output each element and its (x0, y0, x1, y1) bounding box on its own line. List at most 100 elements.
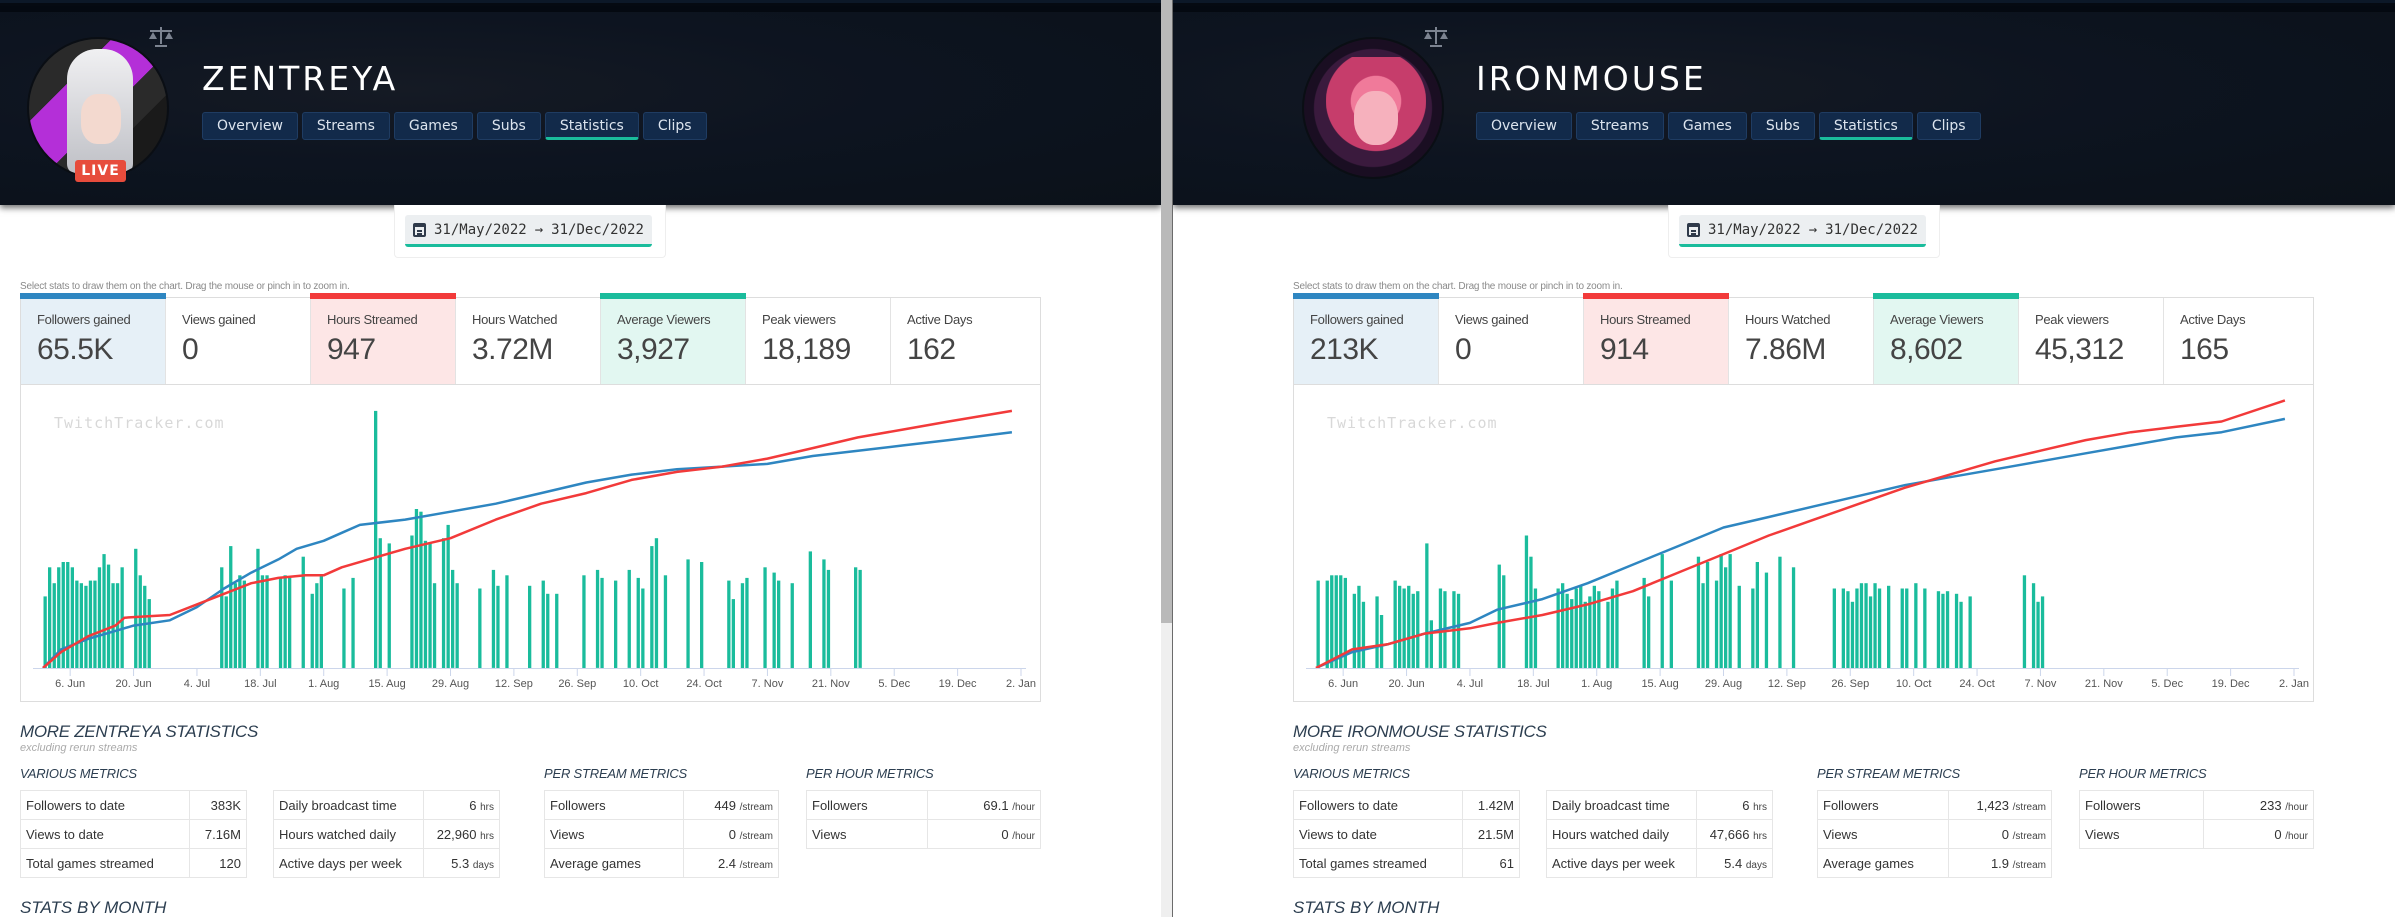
viewer-bar[interactable] (88, 580, 93, 669)
viewer-bar[interactable] (1352, 593, 1356, 668)
viewer-bar[interactable] (1330, 575, 1334, 669)
viewer-bar[interactable] (1610, 588, 1615, 669)
scale-icon[interactable] (1423, 26, 1449, 48)
viewer-bar[interactable] (614, 580, 618, 669)
viewer-bar[interactable] (414, 509, 419, 668)
viewer-bar[interactable] (1556, 588, 1560, 669)
viewer-bar[interactable] (143, 585, 147, 668)
viewer-bar[interactable] (319, 575, 323, 669)
stat-card-followers-gained[interactable]: Followers gained 65.5K (20, 293, 166, 384)
viewer-bar[interactable] (654, 538, 659, 668)
viewer-bar[interactable] (97, 567, 102, 668)
viewer-bar[interactable] (790, 583, 794, 668)
viewer-bar[interactable] (1719, 554, 1723, 669)
viewer-bar[interactable] (1923, 588, 1927, 669)
viewer-bar[interactable] (745, 577, 749, 668)
viewer-bar[interactable] (1343, 577, 1347, 668)
viewer-bar[interactable] (1438, 588, 1443, 669)
viewer-bar[interactable] (740, 583, 745, 668)
viewer-bar[interactable] (75, 580, 79, 669)
viewer-bar[interactable] (1877, 588, 1882, 669)
viewer-bar[interactable] (1456, 593, 1461, 668)
viewer-bar[interactable] (79, 583, 83, 668)
live-badge[interactable]: LIVE (75, 160, 126, 182)
viewer-bar[interactable] (1778, 556, 1782, 668)
viewer-bar[interactable] (455, 583, 459, 668)
viewer-bar[interactable] (1887, 585, 1891, 668)
viewer-bar[interactable] (595, 569, 600, 668)
viewer-bar[interactable] (342, 588, 346, 669)
stat-card-active-days[interactable]: Active Days 162 (891, 298, 1036, 384)
stat-card-views-gained[interactable]: Views gained 0 (166, 298, 311, 384)
viewer-bar[interactable] (1429, 620, 1433, 668)
viewer-bar[interactable] (374, 410, 378, 668)
viewer-bar[interactable] (229, 546, 233, 668)
viewer-bar[interactable] (1914, 583, 1918, 668)
viewer-bar[interactable] (1588, 596, 1592, 668)
viewer-bar[interactable] (84, 585, 88, 668)
viewer-bar[interactable] (731, 599, 735, 668)
viewer-bar[interactable] (1945, 591, 1950, 668)
viewer-bar[interactable] (686, 559, 690, 668)
viewer-bar[interactable] (636, 577, 640, 668)
viewer-bar[interactable] (1755, 562, 1759, 668)
viewer-bar[interactable] (1850, 601, 1855, 669)
tab-subs[interactable]: Subs (476, 112, 541, 140)
viewer-bar[interactable] (491, 569, 496, 668)
viewer-bar[interactable] (2031, 583, 2036, 668)
stat-card-followers-gained[interactable]: Followers gained 213K (1293, 293, 1439, 384)
viewer-bar[interactable] (1954, 593, 1959, 668)
viewer-bar[interactable] (1905, 588, 1909, 669)
viewer-bar[interactable] (120, 567, 124, 668)
viewer-bar[interactable] (1416, 591, 1420, 668)
viewer-bar[interactable] (1724, 567, 1728, 668)
viewer-bar[interactable] (446, 524, 450, 668)
viewer-bar[interactable] (1705, 562, 1710, 668)
viewer-bar[interactable] (48, 567, 52, 668)
date-range-picker[interactable]: 31/May/2022 → 31/Dec/2022 (405, 215, 652, 247)
viewer-bar[interactable] (1841, 588, 1845, 669)
viewer-bar[interactable] (582, 575, 586, 669)
viewer-bar[interactable] (1375, 596, 1379, 668)
viewer-bar[interactable] (528, 585, 532, 668)
viewer-bar[interactable] (432, 583, 437, 668)
stat-card-hours-streamed[interactable]: Hours Streamed 914 (1583, 293, 1729, 384)
viewer-bar[interactable] (419, 511, 423, 668)
tab-subs[interactable]: Subs (1750, 112, 1815, 140)
viewer-bar[interactable] (242, 580, 246, 669)
viewer-bar[interactable] (1968, 596, 1972, 668)
viewer-bar[interactable] (777, 580, 781, 669)
tab-statistics[interactable]: Statistics (544, 112, 639, 140)
viewer-bar[interactable] (1574, 588, 1578, 669)
viewer-bar[interactable] (1398, 585, 1402, 668)
scrollbar-thumb[interactable] (1161, 0, 1172, 623)
viewer-bar[interactable] (224, 596, 228, 668)
stat-card-average-viewers[interactable]: Average Viewers 8,602 (1873, 293, 2019, 384)
viewer-bar[interactable] (260, 575, 265, 669)
zentreya-avatar[interactable] (27, 37, 169, 179)
viewer-bar[interactable] (1737, 585, 1741, 668)
viewer-bar[interactable] (102, 554, 106, 669)
viewer-bar[interactable] (505, 575, 509, 669)
viewer-bar[interactable] (822, 559, 826, 668)
viewer-bar[interactable] (1764, 572, 1769, 668)
viewer-bar[interactable] (1615, 580, 1619, 669)
ironmouse-avatar[interactable] (1302, 37, 1444, 179)
viewer-bar[interactable] (1529, 556, 1533, 668)
viewer-bar[interactable] (147, 599, 151, 668)
viewer-bar[interactable] (310, 593, 314, 668)
viewer-bar[interactable] (278, 577, 283, 668)
hours-streamed-line[interactable] (42, 409, 1013, 669)
viewer-bar[interactable] (134, 548, 138, 669)
tab-overview[interactable]: Overview (1476, 112, 1572, 140)
viewer-bar[interactable] (256, 548, 260, 669)
viewer-bar[interactable] (61, 562, 65, 668)
viewer-bar[interactable] (1379, 615, 1384, 668)
viewer-bar[interactable] (43, 596, 47, 668)
viewer-bar[interactable] (1846, 591, 1850, 668)
viewer-bar[interactable] (1393, 580, 1397, 669)
viewer-bar[interactable] (423, 540, 428, 668)
scale-icon[interactable] (148, 26, 174, 48)
stat-card-peak-viewers[interactable]: Peak viewers 18,189 (746, 298, 891, 384)
stats-chart[interactable]: TwitchTracker.com 6. Jun 20. Jun 4. Jul 18.… (20, 385, 1041, 702)
